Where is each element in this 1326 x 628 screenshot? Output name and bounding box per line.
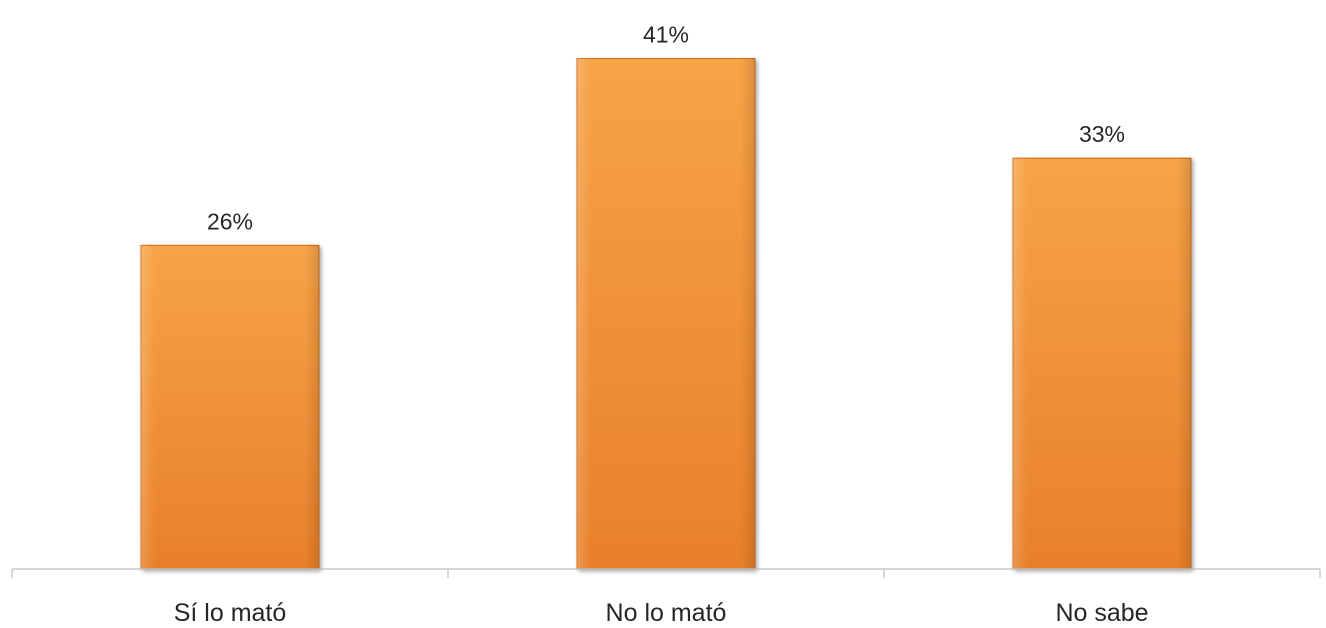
bar-bevel xyxy=(141,245,319,570)
data-labels: 26% 41% 33% xyxy=(207,22,1125,235)
category-label: No sabe xyxy=(1055,599,1148,627)
bar-series xyxy=(140,58,1192,570)
category-label: Sí lo mató xyxy=(174,599,287,627)
category-label: No lo mató xyxy=(606,599,727,627)
x-axis-ticks xyxy=(11,569,1321,578)
data-label: 33% xyxy=(1079,121,1125,147)
bar-bevel xyxy=(1013,158,1191,569)
x-axis-tick-labels: Sí lo mató No lo mató No sabe xyxy=(174,599,1149,627)
data-label: 26% xyxy=(207,208,253,234)
bar-bevel xyxy=(577,58,755,570)
data-label: 41% xyxy=(643,22,689,48)
